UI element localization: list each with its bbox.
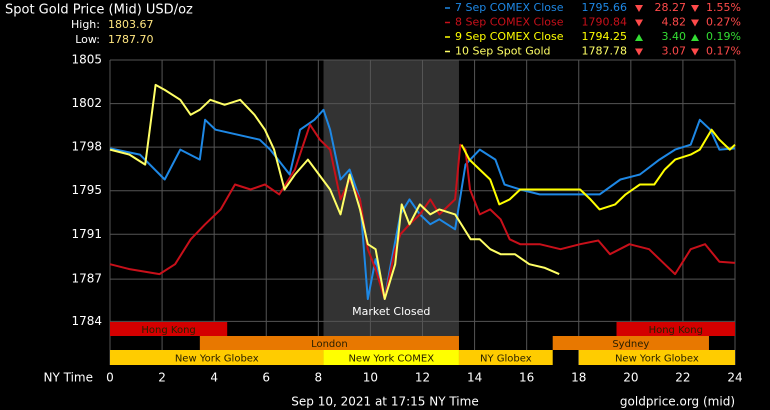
footer: Sep 10, 2021 at 17:15 NY Time <box>291 395 478 409</box>
session-bar <box>616 322 735 336</box>
legend-change: 3.40 <box>662 30 687 43</box>
legend-name: 8 Sep COMEX Close <box>455 16 564 29</box>
session-bar <box>323 350 459 365</box>
low-label: Low: <box>75 33 100 46</box>
legend-last: 1795.66 <box>582 1 628 14</box>
legend-change: 28.27 <box>655 1 687 14</box>
legend-change-pct: 0.17% <box>706 45 741 58</box>
series-line <box>109 123 736 300</box>
x-tick-label: 0 <box>106 371 114 385</box>
direction-arrow <box>635 48 643 56</box>
direction-arrow <box>691 19 699 27</box>
series-line <box>109 83 560 300</box>
session-bar <box>110 350 324 365</box>
y-tick-label: 1798 <box>71 140 102 154</box>
x-tick-label: 6 <box>262 371 270 385</box>
session-label: New York Globex <box>615 354 699 365</box>
source: goldprice.org (mid) <box>620 395 735 409</box>
legend-change-pct: 1.55% <box>706 1 741 14</box>
x-tick-label: 22 <box>675 371 690 385</box>
session-label: Sydney <box>612 339 649 350</box>
session-label: New York Globex <box>175 354 259 365</box>
y-tick-label: 1805 <box>71 53 102 67</box>
x-tick-label: 20 <box>623 371 638 385</box>
y-tick-label: 1787 <box>71 272 102 286</box>
legend-name: 9 Sep COMEX Close <box>455 30 564 43</box>
x-tick-label: 24 <box>727 371 742 385</box>
session-label: Hong Kong <box>649 325 703 336</box>
chart-title: Spot Gold Price (Mid) USD/oz <box>5 3 193 18</box>
x-tick-label: 14 <box>467 371 482 385</box>
direction-arrow <box>691 5 699 12</box>
series-line <box>460 128 736 211</box>
market-closed-label: Market Closed <box>352 305 430 318</box>
legend-change: 4.82 <box>662 16 687 29</box>
low-value: 1787.70 <box>108 33 154 46</box>
y-tick-label: 1802 <box>71 96 102 110</box>
high-label: High: <box>71 18 100 31</box>
direction-arrow <box>691 34 699 41</box>
legend-name: 10 Sep Spot Gold <box>455 45 551 58</box>
session-label: New York COMEX <box>348 354 434 365</box>
direction-arrow <box>635 34 643 41</box>
session-bar <box>110 322 228 336</box>
legend-last: 1790.84 <box>582 16 628 29</box>
x-tick-label: 8 <box>315 371 323 385</box>
market-closed-area <box>323 60 459 365</box>
x-tick-label: 12 <box>415 371 430 385</box>
x-tick-label: 16 <box>519 371 534 385</box>
session-bar <box>578 350 735 365</box>
high-value: 1803.67 <box>108 18 154 31</box>
session-bar <box>458 350 553 365</box>
legend-change: 3.07 <box>662 45 687 58</box>
legend-name: 7 Sep COMEX Close <box>455 1 564 14</box>
session-label: Hong Kong <box>141 325 195 336</box>
y-tick-label: 1784 <box>71 314 102 328</box>
direction-arrow <box>691 48 699 56</box>
x-axis-label: NY Time <box>44 371 94 385</box>
direction-arrow <box>635 5 643 12</box>
legend-last: 1794.25 <box>582 30 628 43</box>
direction-arrow <box>635 19 643 27</box>
x-tick-label: 4 <box>210 371 218 385</box>
session-bar <box>199 336 459 350</box>
legend-change-pct: 0.19% <box>706 30 741 43</box>
y-tick-label: 1791 <box>71 227 102 241</box>
x-tick-label: 18 <box>571 371 586 385</box>
legend-change-pct: 0.27% <box>706 16 741 29</box>
legend-last: 1787.78 <box>582 45 628 58</box>
x-tick-label: 10 <box>363 371 378 385</box>
x-tick-label: 2 <box>158 371 166 385</box>
session-bar <box>552 336 709 350</box>
series-line <box>109 108 736 300</box>
session-label: NY Globex <box>480 354 532 365</box>
session-label: London <box>311 339 348 350</box>
y-tick-label: 1795 <box>71 183 102 197</box>
